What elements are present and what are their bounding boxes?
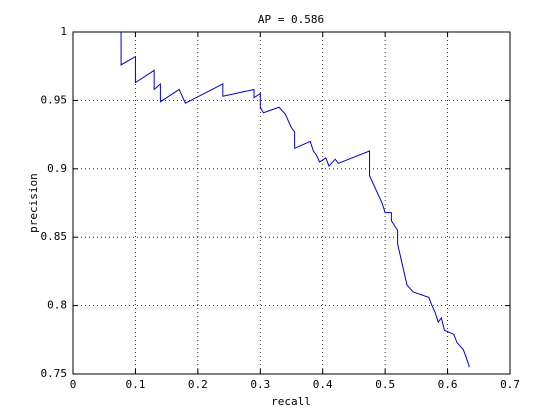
y-tick-label: 0.95	[41, 93, 68, 106]
x-tick-label: 0.6	[438, 378, 458, 391]
x-tick-label: 0.5	[375, 378, 395, 391]
x-tick-label: 0.2	[188, 378, 208, 391]
x-axis-label: recall	[271, 395, 311, 408]
x-tick-label: 0.3	[250, 378, 270, 391]
y-tick-label: 0.9	[47, 162, 67, 175]
y-axis-label: precision	[27, 173, 40, 233]
chart-title: AP = 0.586	[258, 13, 324, 26]
x-tick-label: 0.1	[125, 378, 145, 391]
y-tick-label: 1	[60, 25, 67, 38]
plot-frame	[72, 31, 511, 375]
x-tick-label: 0.7	[500, 378, 520, 391]
y-tick-label: 0.85	[41, 230, 68, 243]
y-tick-label: 0.75	[41, 367, 68, 380]
x-tick-label: 0.4	[313, 378, 333, 391]
pr-curve	[120, 32, 470, 368]
x-tick-label: 0	[70, 378, 77, 391]
plot-area	[73, 32, 510, 374]
y-tick-label: 0.8	[47, 299, 67, 312]
